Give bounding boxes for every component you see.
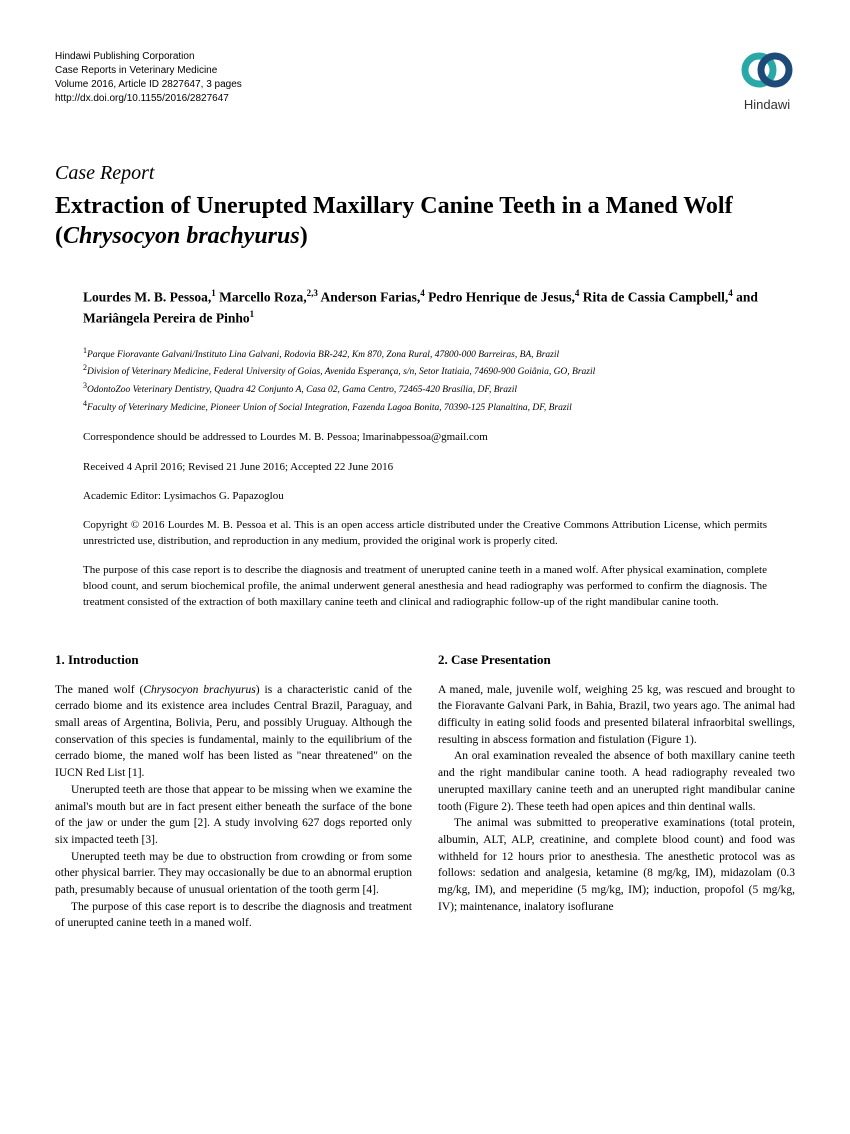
publisher-logo: Hindawi bbox=[739, 50, 795, 112]
pub-line: http://dx.doi.org/10.1155/2016/2827647 bbox=[55, 92, 242, 106]
title-text: ) bbox=[300, 223, 308, 249]
body-paragraph: Unerupted teeth may be due to obstructio… bbox=[55, 849, 412, 899]
section-heading: 1. Introduction bbox=[55, 651, 412, 670]
affiliation-line: 4Faculty of Veterinary Medicine, Pioneer… bbox=[83, 398, 767, 416]
body-paragraph: A maned, male, juvenile wolf, weighing 2… bbox=[438, 682, 795, 749]
correspondence: Correspondence should be addressed to Lo… bbox=[83, 430, 767, 445]
article-dates: Received 4 April 2016; Revised 21 June 2… bbox=[83, 460, 767, 475]
affiliation-line: 1Parque Fioravante Galvani/Instituto Lin… bbox=[83, 345, 767, 363]
pub-line: Hindawi Publishing Corporation bbox=[55, 50, 242, 64]
body-paragraph: Unerupted teeth are those that appear to… bbox=[55, 782, 412, 849]
affiliation-line: 3OdontoZoo Veterinary Dentistry, Quadra … bbox=[83, 380, 767, 398]
logo-text: Hindawi bbox=[739, 97, 795, 112]
authors-list: Lourdes M. B. Pessoa,1 Marcello Roza,2,3… bbox=[83, 287, 767, 329]
pub-line: Case Reports in Veterinary Medicine bbox=[55, 64, 242, 78]
publisher-info: Hindawi Publishing Corporation Case Repo… bbox=[55, 50, 242, 106]
hindawi-logo-icon bbox=[739, 50, 795, 90]
page-header: Hindawi Publishing Corporation Case Repo… bbox=[55, 50, 795, 112]
right-column: 2. Case Presentation A maned, male, juve… bbox=[438, 651, 795, 932]
body-paragraph: The purpose of this case report is to de… bbox=[55, 899, 412, 932]
title-italic: Chrysocyon brachyurus bbox=[63, 223, 300, 249]
pub-line: Volume 2016, Article ID 2827647, 3 pages bbox=[55, 78, 242, 92]
body-paragraph: The animal was submitted to preoperative… bbox=[438, 815, 795, 915]
article-title: Extraction of Unerupted Maxillary Canine… bbox=[55, 191, 795, 251]
body-paragraph: The maned wolf (Chrysocyon brachyurus) i… bbox=[55, 682, 412, 782]
body-columns: 1. Introduction The maned wolf (Chrysocy… bbox=[55, 651, 795, 932]
academic-editor: Academic Editor: Lysimachos G. Papazoglo… bbox=[83, 489, 767, 504]
affiliations-list: 1Parque Fioravante Galvani/Instituto Lin… bbox=[83, 345, 767, 417]
abstract-text: The purpose of this case report is to de… bbox=[83, 563, 767, 611]
copyright-notice: Copyright © 2016 Lourdes M. B. Pessoa et… bbox=[83, 518, 767, 549]
body-paragraph: An oral examination revealed the absence… bbox=[438, 748, 795, 815]
section-heading: 2. Case Presentation bbox=[438, 651, 795, 670]
affiliation-line: 2Division of Veterinary Medicine, Federa… bbox=[83, 362, 767, 380]
left-column: 1. Introduction The maned wolf (Chrysocy… bbox=[55, 651, 412, 932]
article-type: Case Report bbox=[55, 162, 795, 185]
